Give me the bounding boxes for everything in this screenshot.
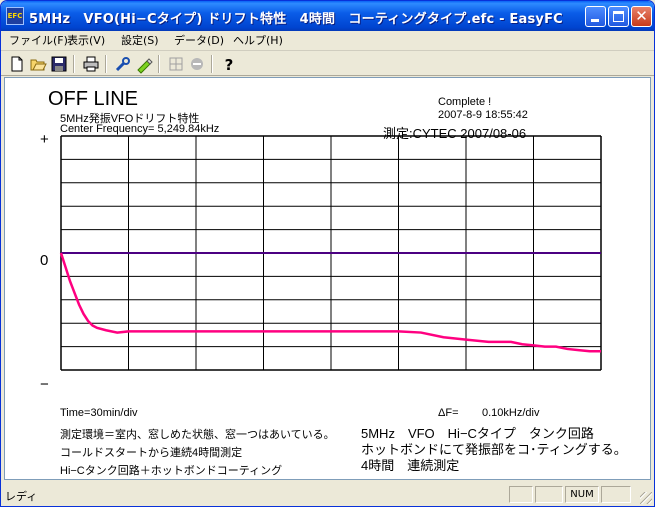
plus-label: + xyxy=(40,131,49,148)
toolbar-separator xyxy=(158,55,160,73)
note-left-1: 測定環境＝室内、窓しめた状態、窓一つはあいている。 xyxy=(60,429,335,441)
toolbar-separator xyxy=(105,55,107,73)
chart-plot xyxy=(59,252,601,353)
note-right-2: ホットボンドにて発振部をコ･ティングする。 xyxy=(361,442,627,457)
complete-label: Complete ! xyxy=(438,96,492,108)
new-icon[interactable] xyxy=(7,54,27,74)
drift-trace xyxy=(59,252,601,353)
status-offline: OFF LINE xyxy=(48,88,139,110)
status-panel-num: NUM xyxy=(565,486,599,503)
time-per-div: Time=30min/div xyxy=(60,407,138,419)
maximize-button[interactable] xyxy=(608,6,629,27)
status-panel-4 xyxy=(601,486,631,503)
marker-icon[interactable] xyxy=(134,54,154,74)
note-left-2: コールドスタートから連続4時間測定 xyxy=(60,447,243,459)
minimize-icon xyxy=(591,19,599,22)
note-right-1: 5MHz VFO Hi−Cタイプ タンク回路 xyxy=(361,426,594,441)
status-panel-1 xyxy=(509,486,533,503)
delta-f-label: ΔF= xyxy=(438,407,459,419)
resize-grip-icon[interactable] xyxy=(640,492,652,504)
print-icon[interactable] xyxy=(81,54,101,74)
title-bar[interactable]: EFC 5MHz VFO(Hi−Cタイプ) ドリフト特性 4時間 コーティングタ… xyxy=(1,1,654,31)
toolbar-separator xyxy=(211,55,213,73)
status-text: レディ xyxy=(5,490,38,503)
toolbar-separator xyxy=(73,55,75,73)
note-left-3: Hi−Cタンク回路＋ホットボンドコーティング xyxy=(60,465,283,477)
menu-help[interactable]: ヘルプ(H) xyxy=(233,34,283,47)
status-panel-2 xyxy=(535,486,563,503)
maximize-icon xyxy=(613,11,624,22)
minimize-button[interactable] xyxy=(585,6,606,27)
menu-data[interactable]: データ(D) xyxy=(174,34,225,47)
app-icon[interactable]: EFC xyxy=(6,7,24,25)
note-right-3: 4時間 連続測定 xyxy=(361,458,460,473)
window-title: 5MHz VFO(Hi−Cタイプ) ドリフト特性 4時間 コーティングタイプ.e… xyxy=(29,12,563,27)
minus-label: − xyxy=(40,376,49,393)
display-area: OFF LINE 5MHz発振VFOドリフト特性 Center Frequenc… xyxy=(4,77,651,480)
wrench-icon[interactable] xyxy=(113,54,133,74)
menu-bar: ファイル(F) 表示(V) 設定(S) データ(D) ヘルプ(H) xyxy=(1,31,654,51)
close-icon: ✕ xyxy=(635,7,648,25)
grid-icon[interactable] xyxy=(166,54,186,74)
zero-label: 0 xyxy=(40,252,49,269)
center-frequency: Center Frequency= 5,249.84kHz xyxy=(60,123,220,135)
status-bar: レディ NUM xyxy=(1,483,654,506)
menu-file[interactable]: ファイル(F) xyxy=(9,34,68,47)
svg-text:?: ? xyxy=(225,56,234,74)
close-button[interactable]: ✕ xyxy=(631,6,652,27)
chart-subtitle: 5MHz発振VFOドリフト特性 xyxy=(60,113,200,125)
timestamp: 2007-8-9 18:55:42 xyxy=(438,109,528,121)
freq-per-div: 0.10kHz/div xyxy=(482,407,540,419)
menu-view[interactable]: 表示(V) xyxy=(67,34,106,47)
stop-icon[interactable] xyxy=(187,54,207,74)
drift-chart xyxy=(59,135,602,371)
menu-settings[interactable]: 設定(S) xyxy=(121,34,159,47)
toolbar: ? xyxy=(1,52,654,76)
save-icon[interactable] xyxy=(49,54,69,74)
open-icon[interactable] xyxy=(28,54,48,74)
measured-label: 測定:CYTEC 2007/08-06 xyxy=(383,126,527,141)
help-icon[interactable]: ? xyxy=(219,54,239,74)
